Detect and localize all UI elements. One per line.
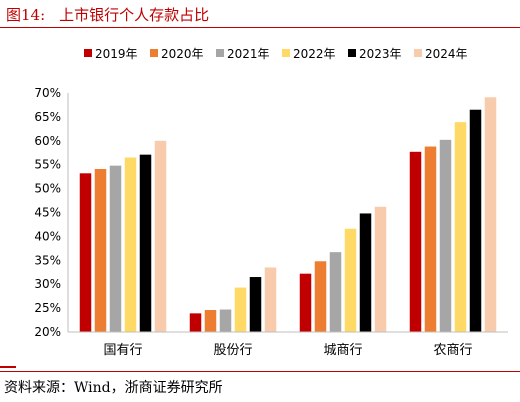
legend-swatch xyxy=(84,49,92,57)
legend-label: 2019年 xyxy=(95,47,138,61)
legend-label: 2024年 xyxy=(425,47,468,61)
bar xyxy=(469,109,482,332)
bar xyxy=(139,154,152,332)
legend-swatch xyxy=(348,49,356,57)
bar xyxy=(299,273,312,332)
bar xyxy=(189,313,202,332)
x-tick-label: 国有行 xyxy=(103,343,142,358)
source-rule-mark xyxy=(0,366,16,368)
bar xyxy=(484,97,497,332)
y-tick-label: 30% xyxy=(34,277,61,291)
y-tick-label: 35% xyxy=(34,253,61,267)
bar xyxy=(424,146,437,332)
bar xyxy=(79,173,92,332)
bar xyxy=(264,267,277,332)
bar xyxy=(219,309,232,332)
bar xyxy=(314,261,327,332)
figure-title-text: 上市银行个人存款占比 xyxy=(59,6,210,24)
bar-chart: 2019年 2020年 2021年 2022年 2023年 2024年 20% 25% 30%… xyxy=(34,47,508,358)
y-tick-label: 65% xyxy=(34,110,61,124)
x-axis: 国有行 股份行 城商行 农商行 xyxy=(68,331,508,358)
bar xyxy=(374,206,387,332)
y-tick-label: 60% xyxy=(34,134,61,148)
y-tick-label: 20% xyxy=(34,325,61,339)
y-tick-label: 25% xyxy=(34,301,61,315)
legend-label: 2022年 xyxy=(293,47,336,61)
source-rule xyxy=(0,371,520,372)
title-rule xyxy=(0,27,520,28)
bar xyxy=(329,252,342,332)
x-tick-label: 股份行 xyxy=(213,343,252,358)
y-tick-label: 50% xyxy=(34,182,61,196)
legend-label: 2020年 xyxy=(161,47,204,61)
legend-label: 2021年 xyxy=(227,47,270,61)
y-tick-label: 55% xyxy=(34,158,61,172)
legend-swatch xyxy=(282,49,290,57)
bar xyxy=(94,169,107,332)
x-tick-label: 农商行 xyxy=(433,343,472,358)
y-tick-label: 40% xyxy=(34,229,61,243)
bar xyxy=(249,277,262,332)
y-tick-label: 70% xyxy=(34,86,61,100)
bar xyxy=(439,139,452,332)
legend-swatch xyxy=(216,49,224,57)
figure-number: 图14: xyxy=(6,6,46,24)
bars xyxy=(79,97,497,333)
legend-label: 2023年 xyxy=(359,47,402,61)
bar xyxy=(409,151,422,332)
bar xyxy=(109,165,122,332)
source-note: 资料来源：Wind，浙商证券研究所 xyxy=(4,380,223,396)
bar xyxy=(454,122,467,333)
bar xyxy=(234,287,247,332)
figure-title: 图14: 上市银行个人存款占比 xyxy=(6,4,209,25)
bar xyxy=(204,310,217,332)
y-tick-label: 45% xyxy=(34,206,61,220)
x-tick-label: 城商行 xyxy=(323,343,362,358)
legend-swatch xyxy=(414,49,422,57)
legend: 2019年 2020年 2021年 2022年 2023年 2024年 xyxy=(84,47,468,61)
bar xyxy=(359,213,372,332)
bar xyxy=(344,228,357,332)
y-axis: 20% 25% 30% 35% 40% 45% 50% 55% 60% 65% 70% xyxy=(34,86,69,339)
bar xyxy=(124,157,137,332)
legend-swatch xyxy=(150,49,158,57)
bar xyxy=(154,140,167,332)
